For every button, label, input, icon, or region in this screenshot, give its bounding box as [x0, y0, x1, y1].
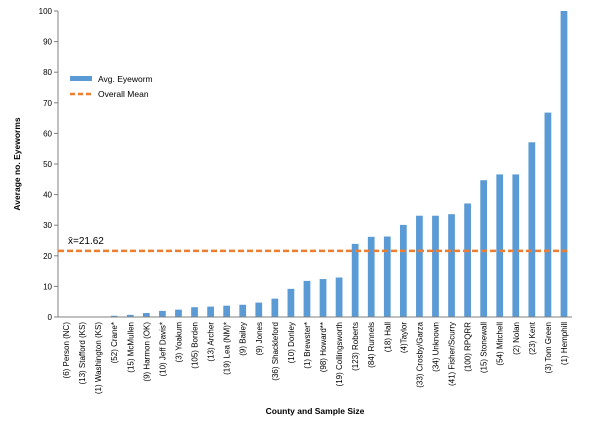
y-axis-title-group: Average no. Eyeworms	[12, 117, 22, 210]
x-tick-label: (54) Mitchell	[496, 322, 505, 366]
bar	[110, 315, 118, 317]
bar	[191, 307, 198, 317]
bar	[528, 142, 536, 317]
bar	[239, 304, 247, 317]
bar	[544, 112, 552, 317]
x-tick-label: (13) Stafford (KS)	[78, 322, 87, 385]
x-tick-label: (15) Stonewall	[480, 322, 489, 373]
x-tick-label: (18) Hall	[383, 322, 392, 352]
x-tick-label: (98) Howard**	[319, 322, 328, 372]
y-tick-label: 80	[43, 68, 52, 77]
bar	[367, 236, 375, 317]
x-tick-label: (100) RPQRR	[464, 322, 473, 372]
x-tick-label: (4)Taylor	[399, 322, 408, 353]
bar	[207, 306, 214, 317]
legend-label-overall-mean: Overall Mean	[98, 89, 149, 99]
y-tick-label: 10	[43, 282, 52, 291]
x-axis-title: County and Sample Size	[266, 406, 365, 416]
y-tick-label: 20	[43, 252, 52, 261]
bar	[512, 174, 520, 317]
bar	[255, 302, 263, 317]
bar	[287, 288, 295, 317]
x-tick-label: (84) Runnels	[367, 322, 376, 368]
x-tick-label: (33) Crosby/Garza	[415, 321, 424, 387]
bar	[416, 215, 423, 317]
bar	[480, 180, 488, 317]
legend-swatch-avg-eyeworm	[70, 76, 92, 81]
x-tick-label: (41) Fisher/Scurry	[448, 322, 457, 386]
bar	[223, 305, 231, 317]
bar	[142, 313, 150, 317]
bar	[399, 224, 407, 317]
bar	[383, 236, 391, 317]
x-tick-label: (10) Donley	[287, 322, 296, 363]
bars	[110, 11, 568, 317]
x-tick-label: (9) Bailey	[239, 322, 248, 356]
x-tick-label: (105) Borden	[191, 322, 200, 369]
bar	[351, 243, 359, 317]
x-tick-label: (6) Person (NC)	[62, 322, 71, 379]
x-tick-label: (23) Kent	[528, 321, 537, 355]
y-tick-label: 90	[43, 38, 52, 47]
bar	[159, 310, 166, 317]
x-tick-label: (1) Brewster*	[303, 322, 312, 369]
bar	[319, 279, 327, 317]
bar	[303, 280, 311, 317]
y-tick-label: 60	[43, 129, 52, 138]
bar	[464, 203, 471, 317]
x-tick-label: (36) Shackleford	[271, 322, 280, 381]
x-tick-label: (10) Jeff Davis*	[158, 322, 167, 377]
x-tick-label: (19) Collingsworth	[335, 322, 344, 386]
y-tick-label: 30	[43, 221, 52, 230]
y-tick-label: 0	[48, 313, 53, 322]
x-tick-label: (52) Crane*	[110, 322, 119, 363]
x-tick-label: (123) Roberts	[351, 322, 360, 371]
x-tick-label: (2) Nolan	[512, 322, 521, 355]
legend-label-avg-eyeworm: Avg. Eyeworm	[98, 74, 153, 84]
legend: Avg. Eyeworm Overall Mean	[70, 74, 153, 99]
x-tick-label: (1) Washington (KS)	[94, 322, 103, 395]
bar	[432, 215, 439, 317]
x-tick-label: (3) Tom Green	[544, 322, 553, 373]
bar	[271, 298, 279, 317]
x-tick-label: (19) Lea (NM)*	[223, 322, 232, 375]
bar	[175, 309, 182, 317]
x-tick-label: (9) Jones	[255, 322, 264, 355]
mean-annotation: x̄=21.62	[68, 236, 104, 247]
bar	[560, 11, 568, 317]
x-tick-label: (15) McMullen	[126, 322, 135, 373]
x-tick-label: (13) Archer	[207, 322, 216, 362]
y-tick-label: 50	[43, 160, 52, 169]
y-tick-label: 100	[39, 7, 53, 16]
bar	[496, 174, 504, 317]
y-tick-label: 70	[43, 99, 52, 108]
x-tick-label: (1) Hemphill	[560, 322, 569, 365]
y-axis: 0 10 20 30 40 50 60 70 80 90 100	[39, 7, 59, 322]
x-tick-label: (34) Unknown	[431, 322, 440, 372]
x-tick-label: (3) Yoakum	[174, 322, 183, 363]
bar	[126, 314, 134, 317]
x-tick-label: (9) Harmon (OK)	[142, 322, 151, 382]
bar	[448, 214, 455, 317]
y-tick-label: 40	[43, 191, 52, 200]
x-axis: (6) Person (NC) (13) Stafford (KS) (1) Was…	[58, 316, 572, 395]
bar	[335, 277, 343, 317]
y-axis-title: Average no. Eyeworms	[12, 117, 22, 210]
